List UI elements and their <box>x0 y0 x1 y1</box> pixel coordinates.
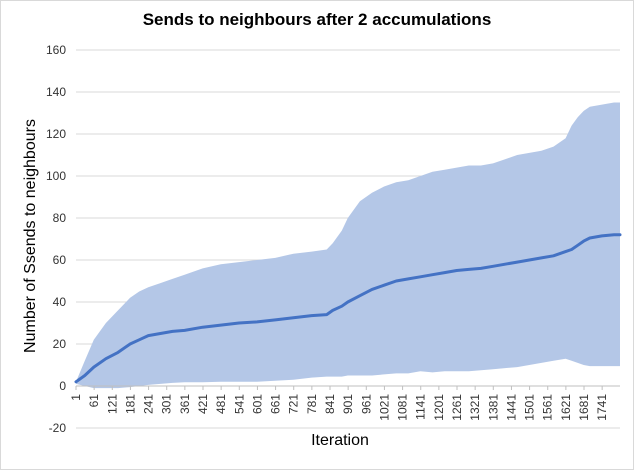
y-tick-label: 80 <box>53 211 67 225</box>
y-tick-label: 20 <box>53 337 67 351</box>
x-tick-label: 1381 <box>486 394 500 421</box>
x-tick-label: 1321 <box>468 394 482 421</box>
x-tick-label: 1561 <box>541 394 555 421</box>
x-tick-label: 1441 <box>504 394 518 421</box>
x-tick-label: 1261 <box>450 394 464 421</box>
x-tick-label: 841 <box>323 394 337 414</box>
mean-line <box>74 233 622 384</box>
range-band <box>76 102 620 389</box>
x-tick-label: 781 <box>305 394 319 414</box>
x-tick-label: 361 <box>178 394 192 414</box>
y-tick-label: 60 <box>53 253 67 267</box>
x-tick-label: 1081 <box>396 394 410 421</box>
x-axis-label: Iteration <box>311 432 369 449</box>
x-tick-label: 181 <box>123 394 137 414</box>
y-tick-label: 40 <box>53 295 67 309</box>
y-tick-label: 100 <box>46 169 66 183</box>
x-tick-label: 1501 <box>523 394 537 421</box>
x-tick-label: 121 <box>105 394 119 414</box>
x-tick-label: 1201 <box>432 394 446 421</box>
x-tick-label: 61 <box>87 394 101 408</box>
y-tick-label: 120 <box>46 127 66 141</box>
x-tick-label: 901 <box>341 394 355 414</box>
x-tick-label: 721 <box>287 394 301 414</box>
x-tick-label: 541 <box>232 394 246 414</box>
x-tick-label: 1621 <box>559 394 573 421</box>
x-tick-label: 421 <box>196 394 210 414</box>
x-tick-label: 1681 <box>577 394 591 421</box>
y-tick-label: 140 <box>46 85 66 99</box>
chart-title: Sends to neighbours after 2 accumulation… <box>142 10 492 29</box>
x-tick-label: 1 <box>69 394 83 401</box>
x-tick-label: 1021 <box>377 394 391 421</box>
x-tick-label: 1741 <box>595 394 609 421</box>
y-tick-label: 160 <box>46 43 66 57</box>
x-tick-label: 661 <box>269 394 283 414</box>
y-tick-label: -20 <box>49 421 67 435</box>
x-tick-label: 301 <box>160 394 174 414</box>
x-tick-label: 481 <box>214 394 228 414</box>
x-tick-label: 601 <box>250 394 264 414</box>
y-tick-label: 0 <box>59 379 66 393</box>
x-tick-label: 241 <box>142 394 156 414</box>
x-tick-label: 961 <box>359 394 373 414</box>
x-tick-label: 1141 <box>414 394 428 420</box>
